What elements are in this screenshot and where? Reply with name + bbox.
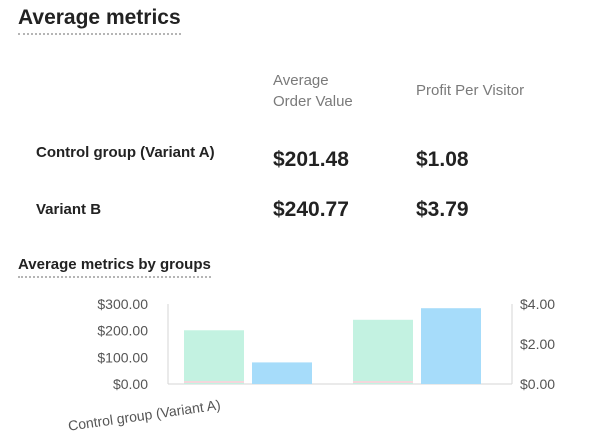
bar-control-series-2 xyxy=(252,362,312,384)
chart-section-title: Average metrics by groups xyxy=(18,256,211,278)
column-header-average-order-value: Average Order Value xyxy=(273,72,353,110)
cell-control-profit-per-visitor: $1.08 xyxy=(416,148,469,171)
left-tick-label: $300.00 xyxy=(97,296,148,312)
bar-variant-b-series-1 xyxy=(353,319,413,384)
bar-control-series-1 xyxy=(184,330,244,384)
right-tick-label: $0.00 xyxy=(520,376,555,392)
cell-variant-b-average-order-value: $240.77 xyxy=(273,198,349,221)
x-category-label: Control group (Variant A) xyxy=(67,396,222,433)
cell-variant-b-profit-per-visitor: $3.79 xyxy=(416,198,469,221)
left-tick-label: $200.00 xyxy=(97,323,148,339)
page-title: Average metrics xyxy=(18,6,181,35)
right-tick-label: $4.00 xyxy=(520,296,555,312)
bar-baseline-marker xyxy=(353,381,413,383)
row-label-variant-b: Variant B xyxy=(36,201,102,218)
cell-control-average-order-value: $201.48 xyxy=(273,148,349,171)
bar-variant-b-series-2 xyxy=(421,308,481,384)
right-tick-label: $2.00 xyxy=(520,336,555,352)
column-header-profit-per-visitor: Profit Per Visitor xyxy=(416,82,525,99)
row-label-control-group: Control group (Variant A) xyxy=(36,144,215,161)
bar-baseline-marker xyxy=(184,381,244,383)
left-tick-label: $100.00 xyxy=(97,349,148,365)
left-tick-label: $0.00 xyxy=(113,376,148,392)
